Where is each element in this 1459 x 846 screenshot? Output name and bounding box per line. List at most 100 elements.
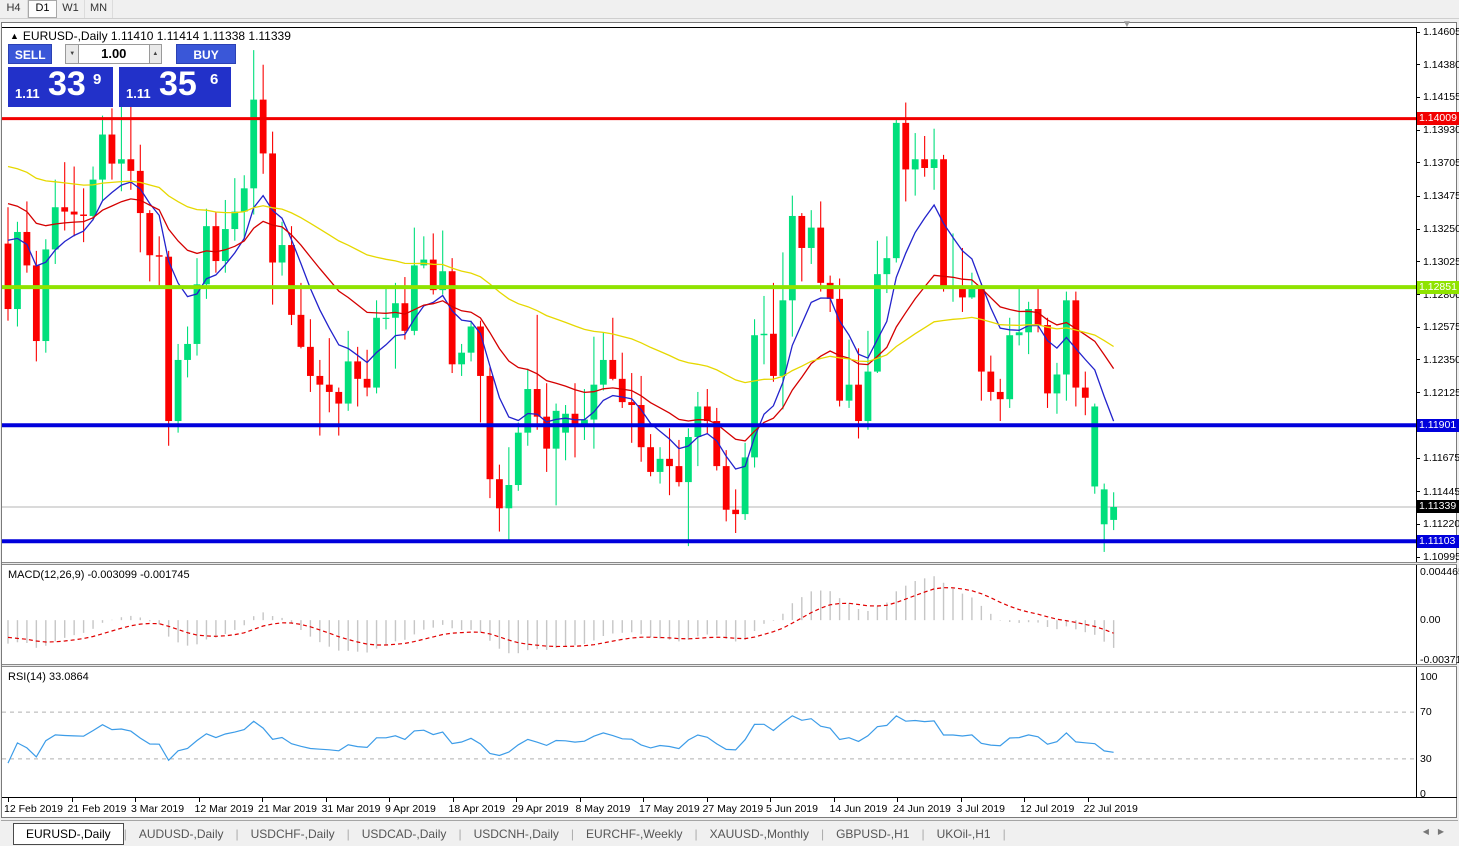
candle-body bbox=[855, 384, 862, 422]
date-tick-mark bbox=[198, 798, 200, 802]
volume-increase-icon[interactable]: ▲ bbox=[148, 44, 163, 64]
candle-body bbox=[524, 389, 532, 433]
main-price-chart[interactable] bbox=[2, 27, 1416, 563]
buy-button[interactable]: BUY bbox=[176, 44, 236, 64]
candle-body bbox=[590, 384, 598, 420]
tab-scroll-left-icon[interactable]: ◀ bbox=[1422, 827, 1438, 836]
candle-body bbox=[80, 214, 87, 216]
candle-body bbox=[666, 458, 673, 467]
tab-usdchf-daily[interactable]: USDCHF-,Daily bbox=[250, 826, 335, 841]
rsi-indicator-chart[interactable] bbox=[2, 668, 1416, 797]
moving-average-line bbox=[7, 198, 1115, 442]
tab-xauusd-monthly[interactable]: XAUUSD-,Monthly bbox=[709, 826, 809, 841]
tab-scroll-right-icon[interactable]: ▶ bbox=[1437, 827, 1453, 836]
timeframe-button-h4[interactable]: H4 bbox=[0, 0, 28, 18]
candle-body bbox=[751, 335, 758, 458]
date-tick-label: 24 Jun 2019 bbox=[893, 803, 951, 815]
candle-body bbox=[429, 259, 437, 291]
candle-body bbox=[231, 211, 239, 230]
candle-body bbox=[193, 284, 201, 344]
candle-body bbox=[788, 215, 796, 301]
ohlc-quote-text: EURUSD-,Daily 1.11410 1.11414 1.11338 1.… bbox=[22, 29, 291, 43]
candle-body bbox=[89, 179, 97, 216]
date-tick-label: 12 Jul 2019 bbox=[1020, 803, 1075, 815]
rsi-panel-separator[interactable] bbox=[2, 664, 1457, 667]
date-tick-label: 29 Apr 2019 bbox=[512, 803, 569, 815]
chart-frame-top bbox=[2, 27, 1416, 28]
price-tick-label: 1.12350 bbox=[1423, 353, 1459, 366]
candle-body bbox=[845, 384, 853, 401]
candle-body bbox=[883, 258, 891, 275]
date-tick-label: 5 Jun 2019 bbox=[766, 803, 818, 815]
candle-body bbox=[14, 231, 21, 310]
collapse-triangle-icon[interactable]: ▲ bbox=[10, 31, 19, 41]
tab-separator: | bbox=[570, 826, 575, 841]
macd-label: MACD(12,26,9) -0.003099 -0.001745 bbox=[8, 569, 190, 581]
timeframe-button-mn[interactable]: MN bbox=[85, 0, 113, 18]
date-tick-label: 12 Mar 2019 bbox=[194, 803, 254, 815]
candle-body bbox=[921, 159, 929, 168]
candle-body bbox=[439, 271, 447, 291]
tab-usdcad-daily[interactable]: USDCAD-,Daily bbox=[361, 826, 447, 841]
date-tick-mark bbox=[262, 798, 263, 802]
candle-body bbox=[874, 274, 881, 372]
macd-axis-label: 0.00 bbox=[1420, 614, 1441, 627]
sell-price-box[interactable]: 1.11 33 9 bbox=[8, 65, 113, 107]
tab-separator: | bbox=[921, 826, 925, 841]
tab-eurchf-weekly[interactable]: EURCHF-,Weekly bbox=[586, 826, 683, 841]
tab-audusd-daily[interactable]: AUDUSD-,Daily bbox=[138, 826, 224, 841]
date-tick-mark bbox=[579, 798, 581, 802]
price-tick-label: 1.14605 bbox=[1423, 26, 1459, 38]
chart-shift-marker-icon[interactable]: ▼ bbox=[1122, 19, 1132, 30]
tab-separator: | bbox=[123, 826, 127, 841]
date-tick-label: 21 Feb 2019 bbox=[67, 803, 127, 815]
buy-price-point: 6 bbox=[210, 71, 219, 88]
candle-body bbox=[628, 402, 636, 406]
candle-body bbox=[770, 333, 777, 376]
price-axis-separator bbox=[1416, 27, 1417, 797]
date-tick-mark bbox=[516, 798, 517, 802]
tab-gbpusd-h1[interactable]: GBPUSD-,H1 bbox=[836, 826, 910, 841]
candle-body bbox=[51, 207, 59, 250]
tab-ukoil-h1[interactable]: UKOil-,H1 bbox=[936, 826, 991, 841]
price-tick-label: 1.13250 bbox=[1423, 223, 1459, 236]
macd-indicator-chart[interactable] bbox=[2, 566, 1416, 665]
buy-price-base: 1.11 bbox=[126, 86, 151, 101]
candle-body bbox=[1025, 309, 1032, 333]
date-tick-mark bbox=[325, 798, 327, 802]
candle-body bbox=[32, 265, 40, 342]
candle-body bbox=[61, 207, 69, 212]
tab-usdcnh-daily[interactable]: USDCNH-,Daily bbox=[473, 826, 559, 841]
price-tick-mark bbox=[1416, 129, 1420, 131]
timeframe-button-d1[interactable]: D1 bbox=[28, 0, 57, 18]
tab-eurusd-daily[interactable]: EURUSD-,Daily bbox=[13, 822, 124, 845]
volume-input[interactable]: 1.00 bbox=[79, 44, 149, 64]
date-tick-label: 8 May 2019 bbox=[575, 803, 631, 815]
candle-body bbox=[675, 466, 683, 483]
chart-tab-bar: EURUSD-,Daily | AUDUSD-,Daily | USDCHF-,… bbox=[1, 820, 1458, 846]
candle-body bbox=[496, 479, 503, 509]
buy-price-box[interactable]: 1.11 35 6 bbox=[119, 65, 231, 107]
current-price-label: 1.11339 bbox=[1417, 500, 1459, 514]
date-tick-mark bbox=[897, 798, 898, 802]
macd-signal-line bbox=[7, 587, 1114, 648]
timeframe-button-w1[interactable]: W1 bbox=[57, 0, 85, 18]
tab-separator: | bbox=[458, 826, 462, 841]
candle-body bbox=[836, 298, 843, 401]
date-tick-mark bbox=[643, 798, 644, 802]
candle-body bbox=[99, 134, 106, 180]
tab-scroll-arrows[interactable]: ◀▶ bbox=[1423, 827, 1453, 836]
volume-decrease-icon[interactable]: ▼ bbox=[65, 44, 80, 64]
candle-body bbox=[930, 159, 938, 168]
macd-panel-separator[interactable] bbox=[2, 562, 1457, 565]
level-price-label: 1.12851 bbox=[1417, 280, 1459, 294]
sell-button[interactable]: SELL bbox=[8, 44, 53, 64]
candle-body bbox=[798, 215, 806, 248]
price-tick-label: 1.13930 bbox=[1423, 124, 1459, 137]
sell-price-base: 1.11 bbox=[15, 86, 40, 101]
price-tick-mark bbox=[1416, 294, 1420, 295]
candle-body bbox=[363, 378, 371, 388]
sell-price-pips: 33 bbox=[48, 65, 86, 103]
chart-window[interactable] bbox=[1, 22, 1457, 818]
candle-body bbox=[184, 343, 191, 360]
